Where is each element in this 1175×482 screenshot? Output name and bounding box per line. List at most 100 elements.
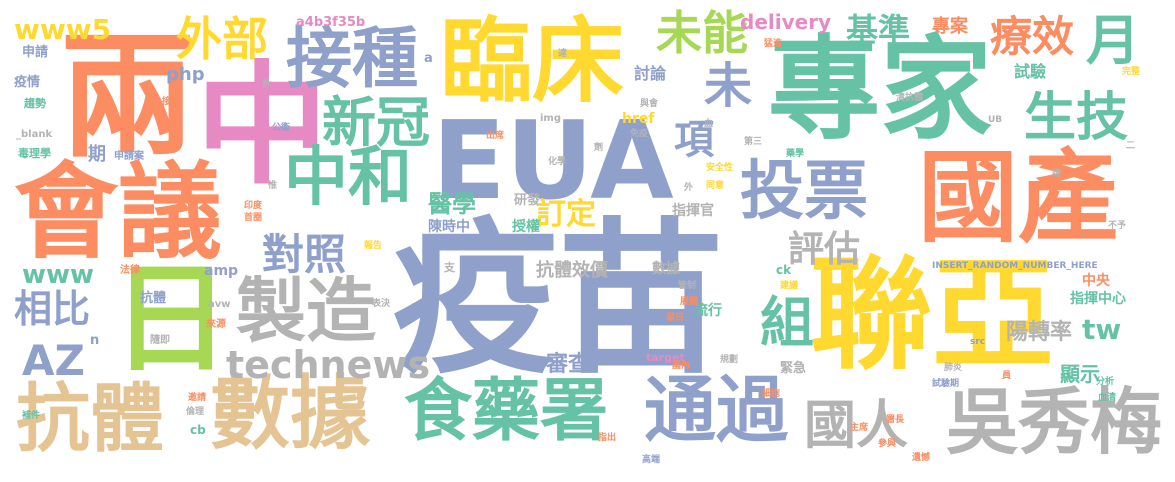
word-tongguo: 通過	[644, 368, 789, 452]
word-zu: 組	[760, 291, 814, 354]
word-amp: amp	[204, 263, 239, 279]
word-linchuang: 臨床	[440, 8, 625, 115]
word-kangtixiaojia: 抗體效價	[536, 260, 608, 281]
word-zhichu: 指出	[598, 433, 617, 443]
word-zhihuiguan: 指揮官	[672, 203, 714, 219]
word-wuxiumei: 吳秀梅	[946, 380, 1163, 464]
word-kuan: 款	[170, 129, 180, 139]
word-lunli: 倫理	[186, 407, 205, 417]
word-target: target	[646, 351, 685, 364]
word-gaoduan: 高端	[642, 455, 661, 465]
word-img: img	[540, 113, 562, 124]
word-xueqing: 血清	[1098, 393, 1117, 403]
word-wai: 外	[684, 183, 694, 193]
word-suiji: 隨即	[150, 335, 170, 346]
word-ck: ck	[776, 263, 792, 277]
word-a: a	[424, 51, 433, 66]
word-baogao: 報告	[364, 241, 383, 251]
word-insert-random: INSERT_RANDOM_NUMBER_HERE	[932, 261, 1098, 271]
word-yixue: 醫學	[428, 190, 476, 218]
word-xibao: 細胞	[762, 389, 781, 399]
word-guoren: 國人	[804, 396, 909, 456]
word-yaoqing: 邀請	[188, 393, 207, 403]
word-weineng: 未能	[656, 6, 748, 60]
word-jiezhong: 接種	[286, 20, 418, 97]
word-shouquan: 授權	[512, 219, 540, 235]
word-yangzhuanlv: 陽轉率	[1006, 320, 1073, 345]
word-cb: cb	[190, 423, 206, 437]
word-guonei: 國內	[672, 361, 691, 371]
word-shenqingan: 申請案	[114, 151, 144, 162]
word-dulixue: 毒理學	[18, 147, 51, 160]
word-qi: 期	[88, 144, 106, 165]
word-shiyaoshu: 食藥署	[404, 372, 609, 451]
word-xiangbi: 相比	[14, 287, 91, 331]
word-shengji: 生技	[1024, 88, 1129, 148]
word-ri: 日	[112, 250, 231, 388]
word-taolun: 討論	[634, 64, 667, 83]
word-guochan: 國產	[918, 139, 1118, 256]
word-qing: 請	[1052, 169, 1062, 179]
word-fenxi: 分析	[1096, 377, 1115, 387]
word-laiyuan: 來源	[206, 319, 226, 330]
word-huiyi: 會議	[14, 151, 223, 273]
word-wei-only: 惟	[268, 181, 278, 191]
word-zhonghe: 中和	[284, 141, 412, 215]
word-biaojue: 表決	[372, 299, 391, 309]
word-xianshi: 顯示	[1060, 362, 1100, 386]
word-avw: avw	[208, 299, 231, 310]
word-href: href	[622, 111, 655, 127]
word-chuxi: 出席	[486, 131, 505, 141]
word-yuan: 員	[1002, 371, 1012, 381]
word-buyu: 不予	[1108, 221, 1127, 231]
word-shuju: 數據	[210, 367, 370, 460]
word-zhi: 支	[444, 261, 455, 274]
word-shencha: 審查	[546, 352, 591, 377]
word-liang: 兩	[60, 19, 196, 177]
word-kangti: 抗體	[16, 376, 164, 462]
word-xiang: 項	[674, 117, 714, 163]
word-guanzhi: 管制	[678, 281, 697, 291]
word-feiyan: 肺炎	[944, 363, 963, 373]
word-yindu: 印度	[244, 201, 263, 211]
word-lianya: 聯亞	[810, 244, 1054, 386]
word-qingkangti: 清抗體	[896, 93, 924, 103]
word-yanfa: 研發	[514, 193, 541, 208]
word-zhuxi: 主席	[850, 423, 869, 433]
word-er: 二	[1126, 141, 1136, 151]
word-yue: 月	[1086, 9, 1140, 72]
word-jieshou: 接受	[162, 97, 181, 107]
word-zhankai: 展開	[680, 297, 699, 307]
word-pinggu: 評估	[788, 229, 861, 270]
word-canyu: 參與	[878, 439, 897, 449]
word-gongwei: 公衛	[272, 123, 291, 133]
word-shuju-small: 數據	[652, 261, 680, 277]
word-yimiao: 疫苗	[392, 204, 724, 397]
word-n: n	[90, 333, 100, 348]
word-anquanxing: 安全性	[706, 163, 734, 173]
word-dangri: 當日	[666, 313, 685, 323]
word-kangti-small: 抗體	[140, 291, 167, 306]
word-jinji: 緊急	[780, 361, 807, 376]
word-toupiao: 投票	[740, 155, 868, 229]
word-xinguan: 新冠	[322, 91, 430, 154]
word-shenqing: 申請	[22, 45, 49, 60]
word-zhuanan: 專案	[932, 16, 968, 37]
word-da: 達	[558, 49, 568, 59]
word-tongyi: 同意	[706, 181, 725, 191]
word-ji: 劑	[594, 143, 604, 153]
word-duizhao: 對照	[262, 230, 347, 279]
word-jianyi: 建議	[780, 281, 799, 291]
word-qushi: 趨勢	[24, 97, 46, 110]
word-php: php	[166, 64, 205, 85]
word-disan: 第三	[744, 137, 763, 147]
word-blank: _blank	[16, 129, 53, 140]
word-yiqing: 疫情	[14, 75, 41, 90]
word-zhongyang: 中央	[1082, 273, 1110, 289]
word-delivery: delivery	[740, 10, 832, 34]
word-chenshizhong: 陳時中	[428, 219, 470, 235]
word-waibu: 外部	[176, 12, 268, 66]
word-zhong: 中	[196, 49, 328, 203]
word-eua: EUA	[432, 99, 674, 224]
